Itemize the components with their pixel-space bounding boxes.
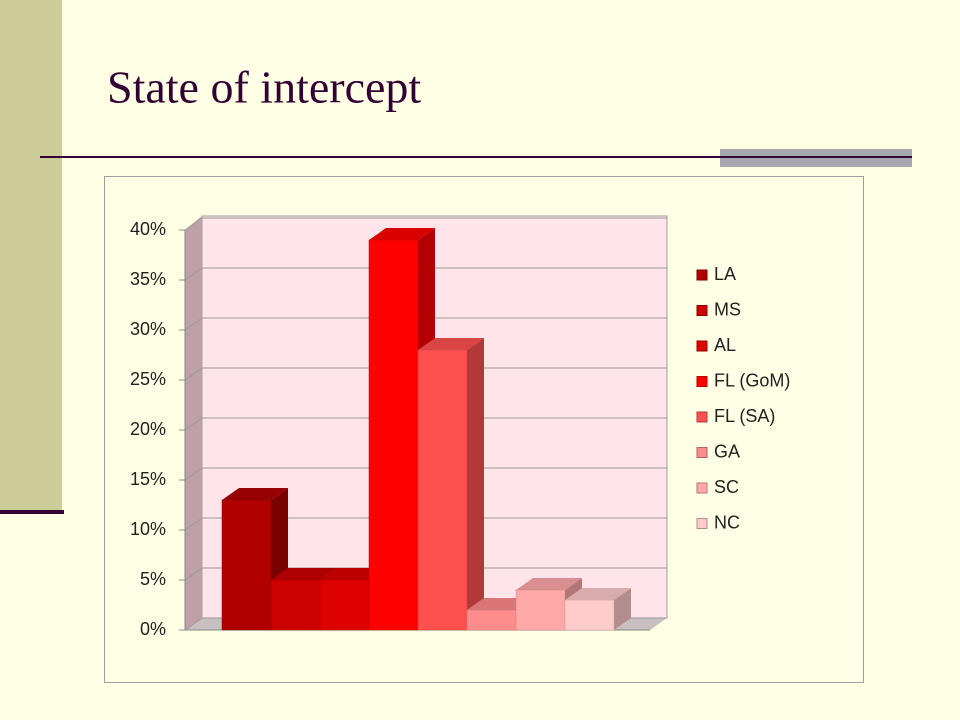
legend-swatch: [696, 482, 708, 494]
plot: 0% 5% 10% 15% 20% 25% 30% 35% 40% LA MS AL FL (GoM) F…: [130, 217, 790, 639]
legend-label: LA: [714, 264, 736, 284]
y-tick-label: 5%: [140, 569, 166, 589]
y-tick-label: 10%: [130, 519, 166, 539]
bar: [221, 499, 272, 631]
legend-swatch: [696, 447, 708, 458]
grid-side: [184, 367, 203, 381]
bar-top: [418, 338, 484, 350]
bar-side: [614, 588, 631, 630]
legend-swatch: [696, 376, 708, 387]
legend-label: AL: [714, 335, 736, 355]
bar-top: [222, 488, 288, 500]
bar: [466, 609, 517, 631]
side-band: [0, 0, 62, 512]
legend-label: SC: [714, 477, 739, 497]
grid-side: [184, 217, 203, 231]
legend-swatch: [696, 305, 708, 316]
bar-top: [369, 228, 435, 240]
grid-side: [184, 267, 203, 281]
y-tick-label: 40%: [130, 219, 166, 239]
bar: [515, 589, 566, 631]
legend-swatch: [696, 518, 708, 529]
legend-label: FL (GoM): [714, 370, 790, 390]
y-tick-label: 20%: [130, 419, 166, 439]
bar: [368, 239, 419, 631]
grid-side: [184, 467, 203, 481]
legend-swatch: [696, 340, 708, 352]
bar: [270, 579, 321, 631]
grid-side: [184, 617, 203, 631]
legend-label: GA: [714, 441, 740, 461]
side-rule: [0, 510, 64, 514]
legend-swatch: [696, 269, 708, 281]
grid-side: [184, 317, 203, 331]
bar: [417, 349, 468, 631]
legend-label: MS: [714, 299, 741, 319]
bar-top: [516, 578, 582, 590]
y-tick-label: 25%: [130, 369, 166, 389]
bar: [319, 579, 370, 631]
legend-swatch: [696, 411, 708, 423]
bar: [564, 599, 615, 631]
grid-side: [184, 517, 203, 531]
grid-side: [184, 567, 203, 581]
y-tick-label: 35%: [130, 269, 166, 289]
bar-top: [271, 568, 337, 580]
y-tick-label: 15%: [130, 469, 166, 489]
slide-title: State of intercept: [107, 62, 421, 113]
y-tick-label: 0%: [140, 619, 166, 639]
grid-side: [184, 417, 203, 431]
legend-label: NC: [714, 512, 740, 532]
legend-label: FL (SA): [714, 406, 775, 426]
bar-side: [467, 338, 484, 630]
bar-top: [565, 588, 631, 600]
y-tick-label: 30%: [130, 319, 166, 339]
